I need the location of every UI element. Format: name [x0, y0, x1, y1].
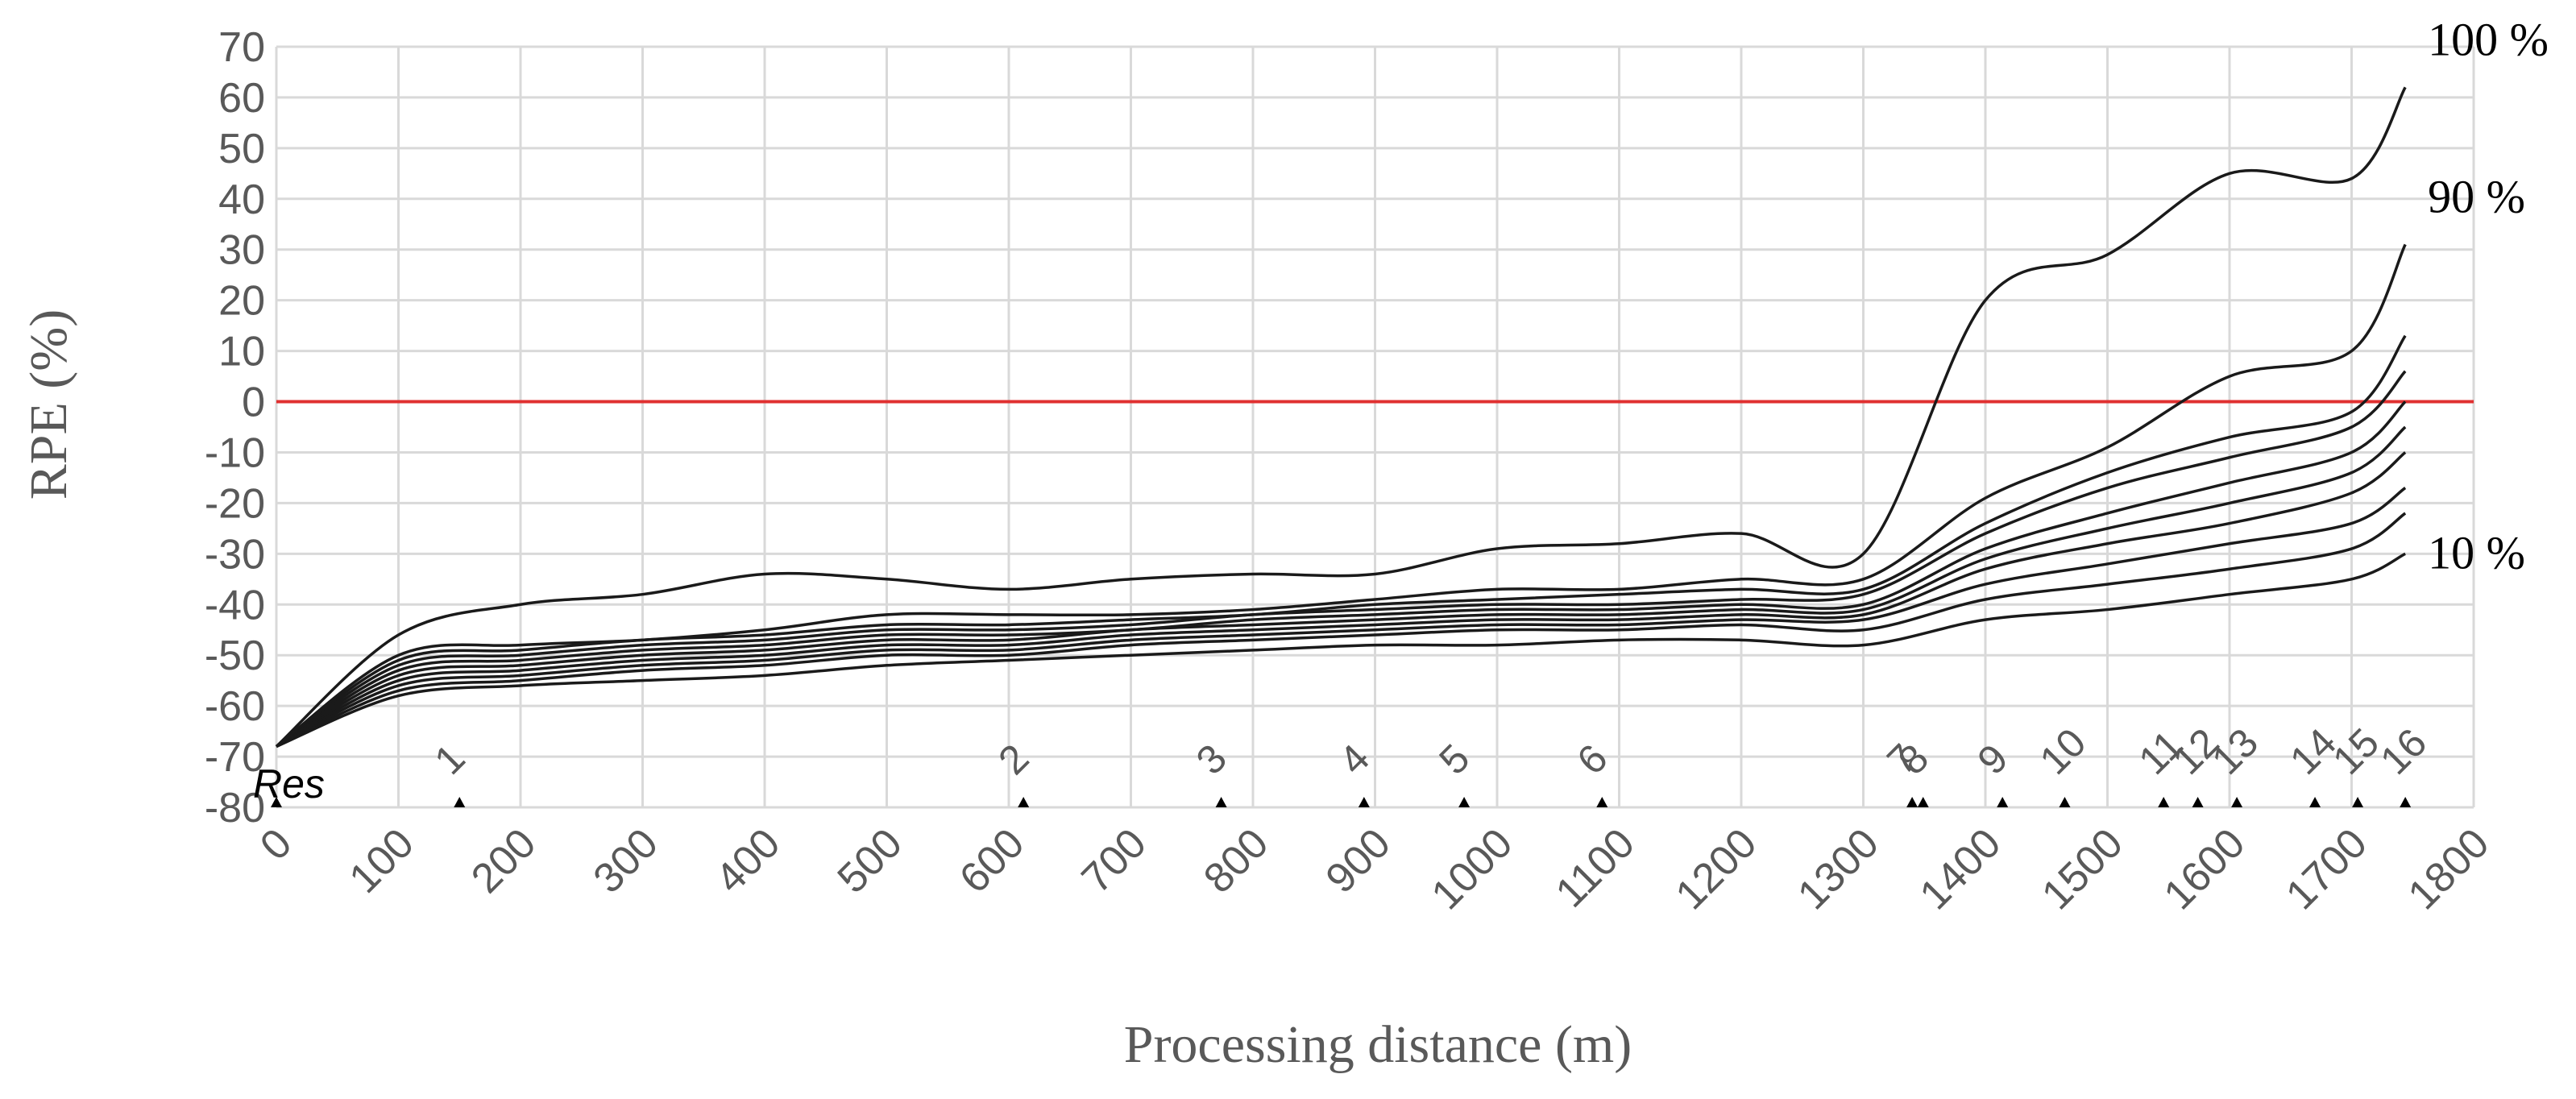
station-marker-3 [1215, 797, 1227, 807]
y-tick-label: -60 [205, 683, 265, 730]
y-tick-label: 60 [218, 75, 265, 122]
station-marker-4 [1358, 797, 1370, 807]
y-tick-label: 40 [218, 176, 265, 223]
x-tick-label: 1500 [2033, 819, 2132, 919]
x-tick-label: 1800 [2400, 819, 2499, 919]
station-marker-1 [454, 797, 466, 807]
series-line-8 [275, 334, 2407, 748]
series-label-layer: 100 % 90 % 10 % [2428, 13, 2549, 579]
y-tick-label: -40 [205, 582, 265, 628]
x-tick-label: 1200 [1667, 819, 1766, 919]
y-tick-label: -50 [205, 632, 265, 679]
station-label-9: 9 [1968, 736, 2016, 783]
station-marker-5 [1458, 797, 1471, 807]
series-end-label-3: 10 % [2428, 526, 2525, 579]
station-label-5: 5 [1430, 736, 1478, 783]
y-tick-label: -70 [205, 734, 265, 781]
station-marker-2 [1018, 797, 1030, 807]
x-tick-label: 900 [1317, 819, 1400, 902]
series-line-4 [276, 451, 2407, 749]
x-tick-label: 1000 [1423, 819, 1522, 919]
series-line-2 [276, 512, 2407, 749]
y-tick-label: 30 [218, 227, 265, 274]
y-tick-label: 20 [218, 278, 265, 325]
x-tick-label: 1100 [1547, 819, 1644, 916]
station-marker-12 [2192, 797, 2204, 807]
series-end-label-2: 90 % [2428, 170, 2525, 222]
y-axis-title: RPE (%) [19, 309, 78, 500]
x-tick-label: 300 [585, 819, 667, 902]
station-marker-10 [2059, 797, 2071, 807]
series-line-9 [275, 243, 2407, 748]
station-marker-8 [1917, 797, 1929, 807]
station-marker-13 [2231, 797, 2243, 807]
y-tick-label: 70 [218, 24, 265, 71]
y-tick-label: -80 [205, 785, 265, 832]
station-marker-7 [1906, 797, 1919, 807]
y-tick-label: -10 [205, 429, 265, 476]
x-tick-label: 100 [341, 819, 423, 902]
station-marker-9 [1997, 797, 2009, 807]
series-end-label-1: 100 % [2428, 13, 2549, 65]
y-tick-label: -20 [205, 480, 265, 527]
y-tick-label: 10 [218, 329, 265, 375]
x-tick-label: 1400 [1911, 819, 2010, 919]
station-marker-11 [2158, 797, 2170, 807]
station-marker-6 [1596, 797, 1608, 807]
series-line-10 [275, 86, 2407, 748]
series-line-3 [276, 487, 2407, 749]
series-line-1 [276, 552, 2406, 749]
x-tick-label: 1300 [1789, 819, 1888, 919]
y-tick-label: -30 [205, 531, 265, 578]
x-tick-label: 400 [707, 819, 789, 902]
start-label-res: Res [253, 761, 325, 807]
x-tick-label: 600 [951, 819, 1033, 902]
x-tick-label: 1700 [2277, 819, 2376, 919]
station-label-16: 16 [2371, 720, 2435, 783]
y-tick-label: 50 [218, 126, 265, 172]
series-layer [275, 86, 2407, 749]
station-label-4: 4 [1330, 736, 1378, 783]
station-label-1: 1 [425, 736, 473, 783]
start-marker [271, 797, 282, 807]
station-marker-16 [2400, 797, 2412, 807]
series-line-6 [276, 400, 2407, 748]
grid [275, 45, 2475, 809]
x-tick-label: 800 [1195, 819, 1277, 902]
station-marker-15 [2352, 797, 2364, 807]
station-label-10: 10 [2031, 720, 2095, 783]
station-label-6: 6 [1568, 736, 1616, 783]
x-tick-label: 1600 [2155, 819, 2255, 919]
x-tick-label: 700 [1073, 819, 1155, 902]
y-tick-label: 0 [242, 379, 265, 426]
series-line-5 [276, 425, 2407, 748]
series-line-7 [276, 370, 2407, 748]
x-tick-label: 200 [463, 819, 545, 902]
x-tick-label: 500 [829, 819, 911, 902]
station-marker-14 [2309, 797, 2321, 807]
station-label-2: 2 [989, 736, 1037, 783]
tick-labels: 0 100 200 300 400 500 600 700 800 900 1000 1100 1200… [205, 24, 2499, 919]
station-label-13: 13 [2203, 720, 2267, 783]
x-axis-title: Processing distance (m) [1124, 1015, 1632, 1074]
station-label-3: 3 [1188, 736, 1235, 783]
